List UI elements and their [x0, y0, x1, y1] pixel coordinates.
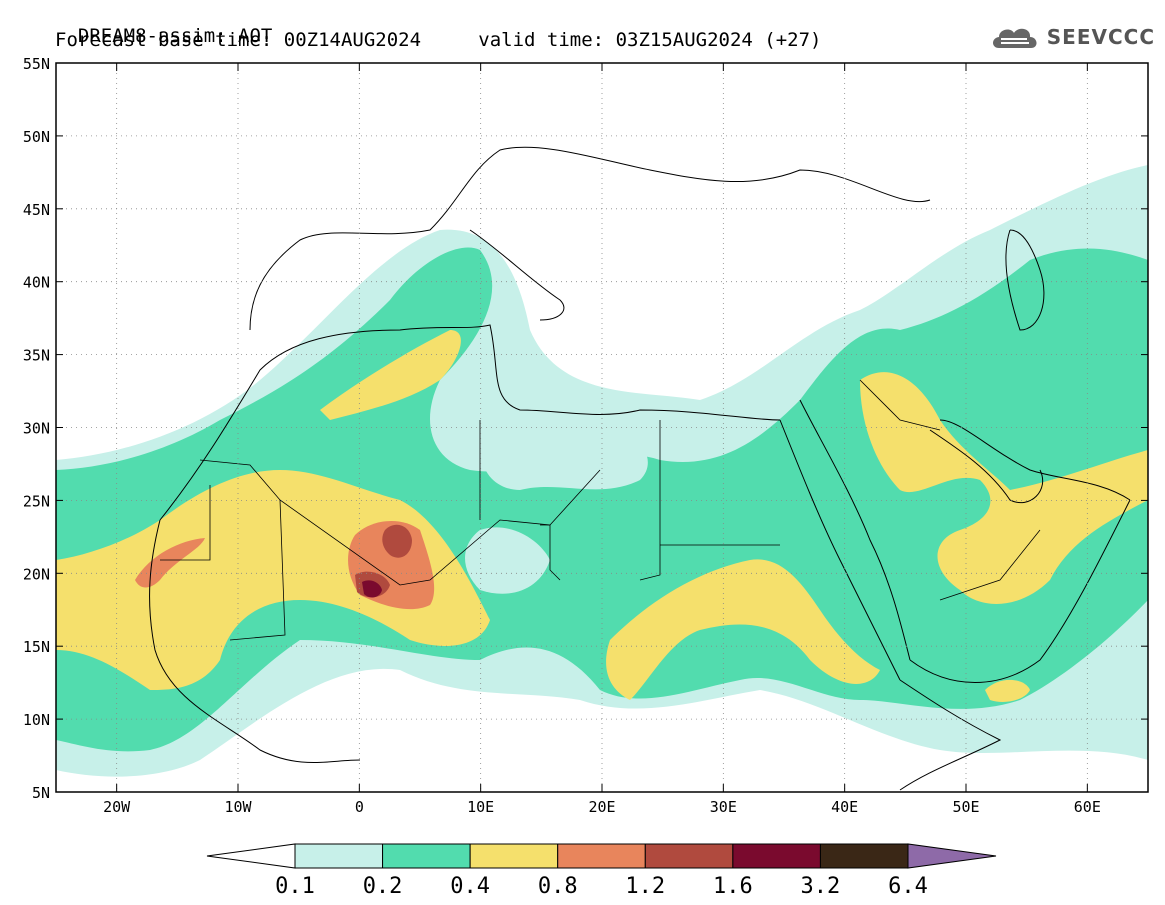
aot-band-0-1-inner-b [465, 527, 550, 594]
aot-band-0-4-atlas [320, 330, 461, 420]
colorbar-label: 0.1 [275, 874, 315, 899]
aot-band-1-2 [382, 524, 412, 558]
valid-time-label: valid time: [478, 29, 605, 51]
coast-horn [899, 679, 1002, 791]
lat-label: 50N [23, 128, 50, 146]
border-5 [859, 379, 1041, 601]
colorbar-segment [382, 843, 471, 869]
model-title: DREAM8-assim: AOT [77, 25, 273, 47]
lat-label: 40N [23, 274, 50, 292]
latitude-labels: 55N 50N 45N 40N 35N 30N 25N 20N 15N 10N 5N [23, 55, 50, 802]
lat-label: 25N [23, 492, 50, 510]
aot-field [56, 165, 1148, 777]
longitude-labels: 20W 10W 0 10E 20E 30E 40E 50E 60E [103, 798, 1101, 816]
axis-ticks [56, 62, 1148, 793]
colorbar-label: 0.2 [363, 874, 403, 899]
border-1 [199, 459, 561, 586]
coast-red-sea [779, 399, 911, 681]
lon-label: 40E [831, 798, 858, 816]
lat-label: 45N [23, 201, 50, 219]
colorbar-segment [819, 843, 909, 869]
colorbar-label: 0.4 [450, 874, 490, 899]
logo-text: SEEVCCC [1046, 25, 1155, 49]
lon-label: 20W [103, 798, 131, 816]
graticule [56, 63, 1148, 792]
aot-band-0-1-inner [481, 425, 648, 490]
coast-caspian [1005, 229, 1045, 331]
map-title: DREAM8-assim: AOT [55, 6, 272, 46]
valid-time: 03Z15AUG2024 (+27) [615, 29, 822, 51]
colorbar-segment [469, 843, 559, 869]
coast-persian-gulf [929, 429, 1044, 504]
lat-label: 20N [23, 565, 50, 583]
colorbar-segment [644, 843, 734, 869]
colorbar-segment [294, 843, 384, 869]
lon-label: 0 [355, 798, 364, 816]
lon-label: 50E [952, 798, 979, 816]
aot-band-0-8-west [135, 538, 205, 588]
border-3 [639, 420, 780, 581]
colorbar: 0.1 0.2 0.4 0.8 1.2 1.6 3.2 6.4 [206, 843, 997, 899]
lat-label: 15N [23, 638, 50, 656]
borders [160, 379, 1041, 641]
lon-label: 10E [467, 798, 494, 816]
lat-label: 30N [23, 420, 50, 438]
aot-band-0-4-arabia [860, 372, 1148, 604]
lat-label: 5N [32, 784, 50, 802]
coast-arabia [909, 419, 1131, 683]
lon-label: 30E [710, 798, 737, 816]
coast-iberia-europe [249, 146, 931, 331]
border-4 [479, 420, 601, 526]
border-2 [229, 499, 286, 641]
coast-north-africa [159, 324, 781, 521]
coast-west-africa [149, 519, 361, 763]
colorbar-segment [557, 843, 646, 869]
seevccc-logo: SEEVCCC [989, 22, 1155, 52]
colorbar-label: 3.2 [801, 874, 841, 899]
lat-label: 10N [23, 711, 50, 729]
border-6 [160, 485, 211, 561]
coastlines [149, 146, 1131, 791]
coast-italy [469, 229, 565, 321]
aot-band-0-4-yemen [985, 679, 1030, 702]
aot-band-1-6 [362, 580, 382, 598]
colorbar-label: 0.8 [538, 874, 578, 899]
lat-label: 35N [23, 347, 50, 365]
lon-label: 60E [1074, 798, 1101, 816]
aot-band-0-4-sudan [606, 559, 880, 700]
colorbar-label: 1.2 [625, 874, 665, 899]
colorbar-under-arrow [206, 843, 296, 869]
lat-label: 55N [23, 55, 50, 73]
colorbar-label: 6.4 [888, 874, 928, 899]
time-info: Forecast base time: 00Z14AUG2024 valid t… [55, 30, 821, 50]
colorbar-segment [732, 843, 821, 869]
base-time: 00Z14AUG2024 [283, 29, 422, 51]
base-time-label: Forecast base time: [55, 29, 273, 51]
lon-label: 10W [224, 798, 252, 816]
lon-label: 20E [588, 798, 615, 816]
cloud-logo-icon [992, 28, 1037, 48]
colorbar-over-arrow [907, 843, 997, 869]
colorbar-label: 1.6 [713, 874, 753, 899]
